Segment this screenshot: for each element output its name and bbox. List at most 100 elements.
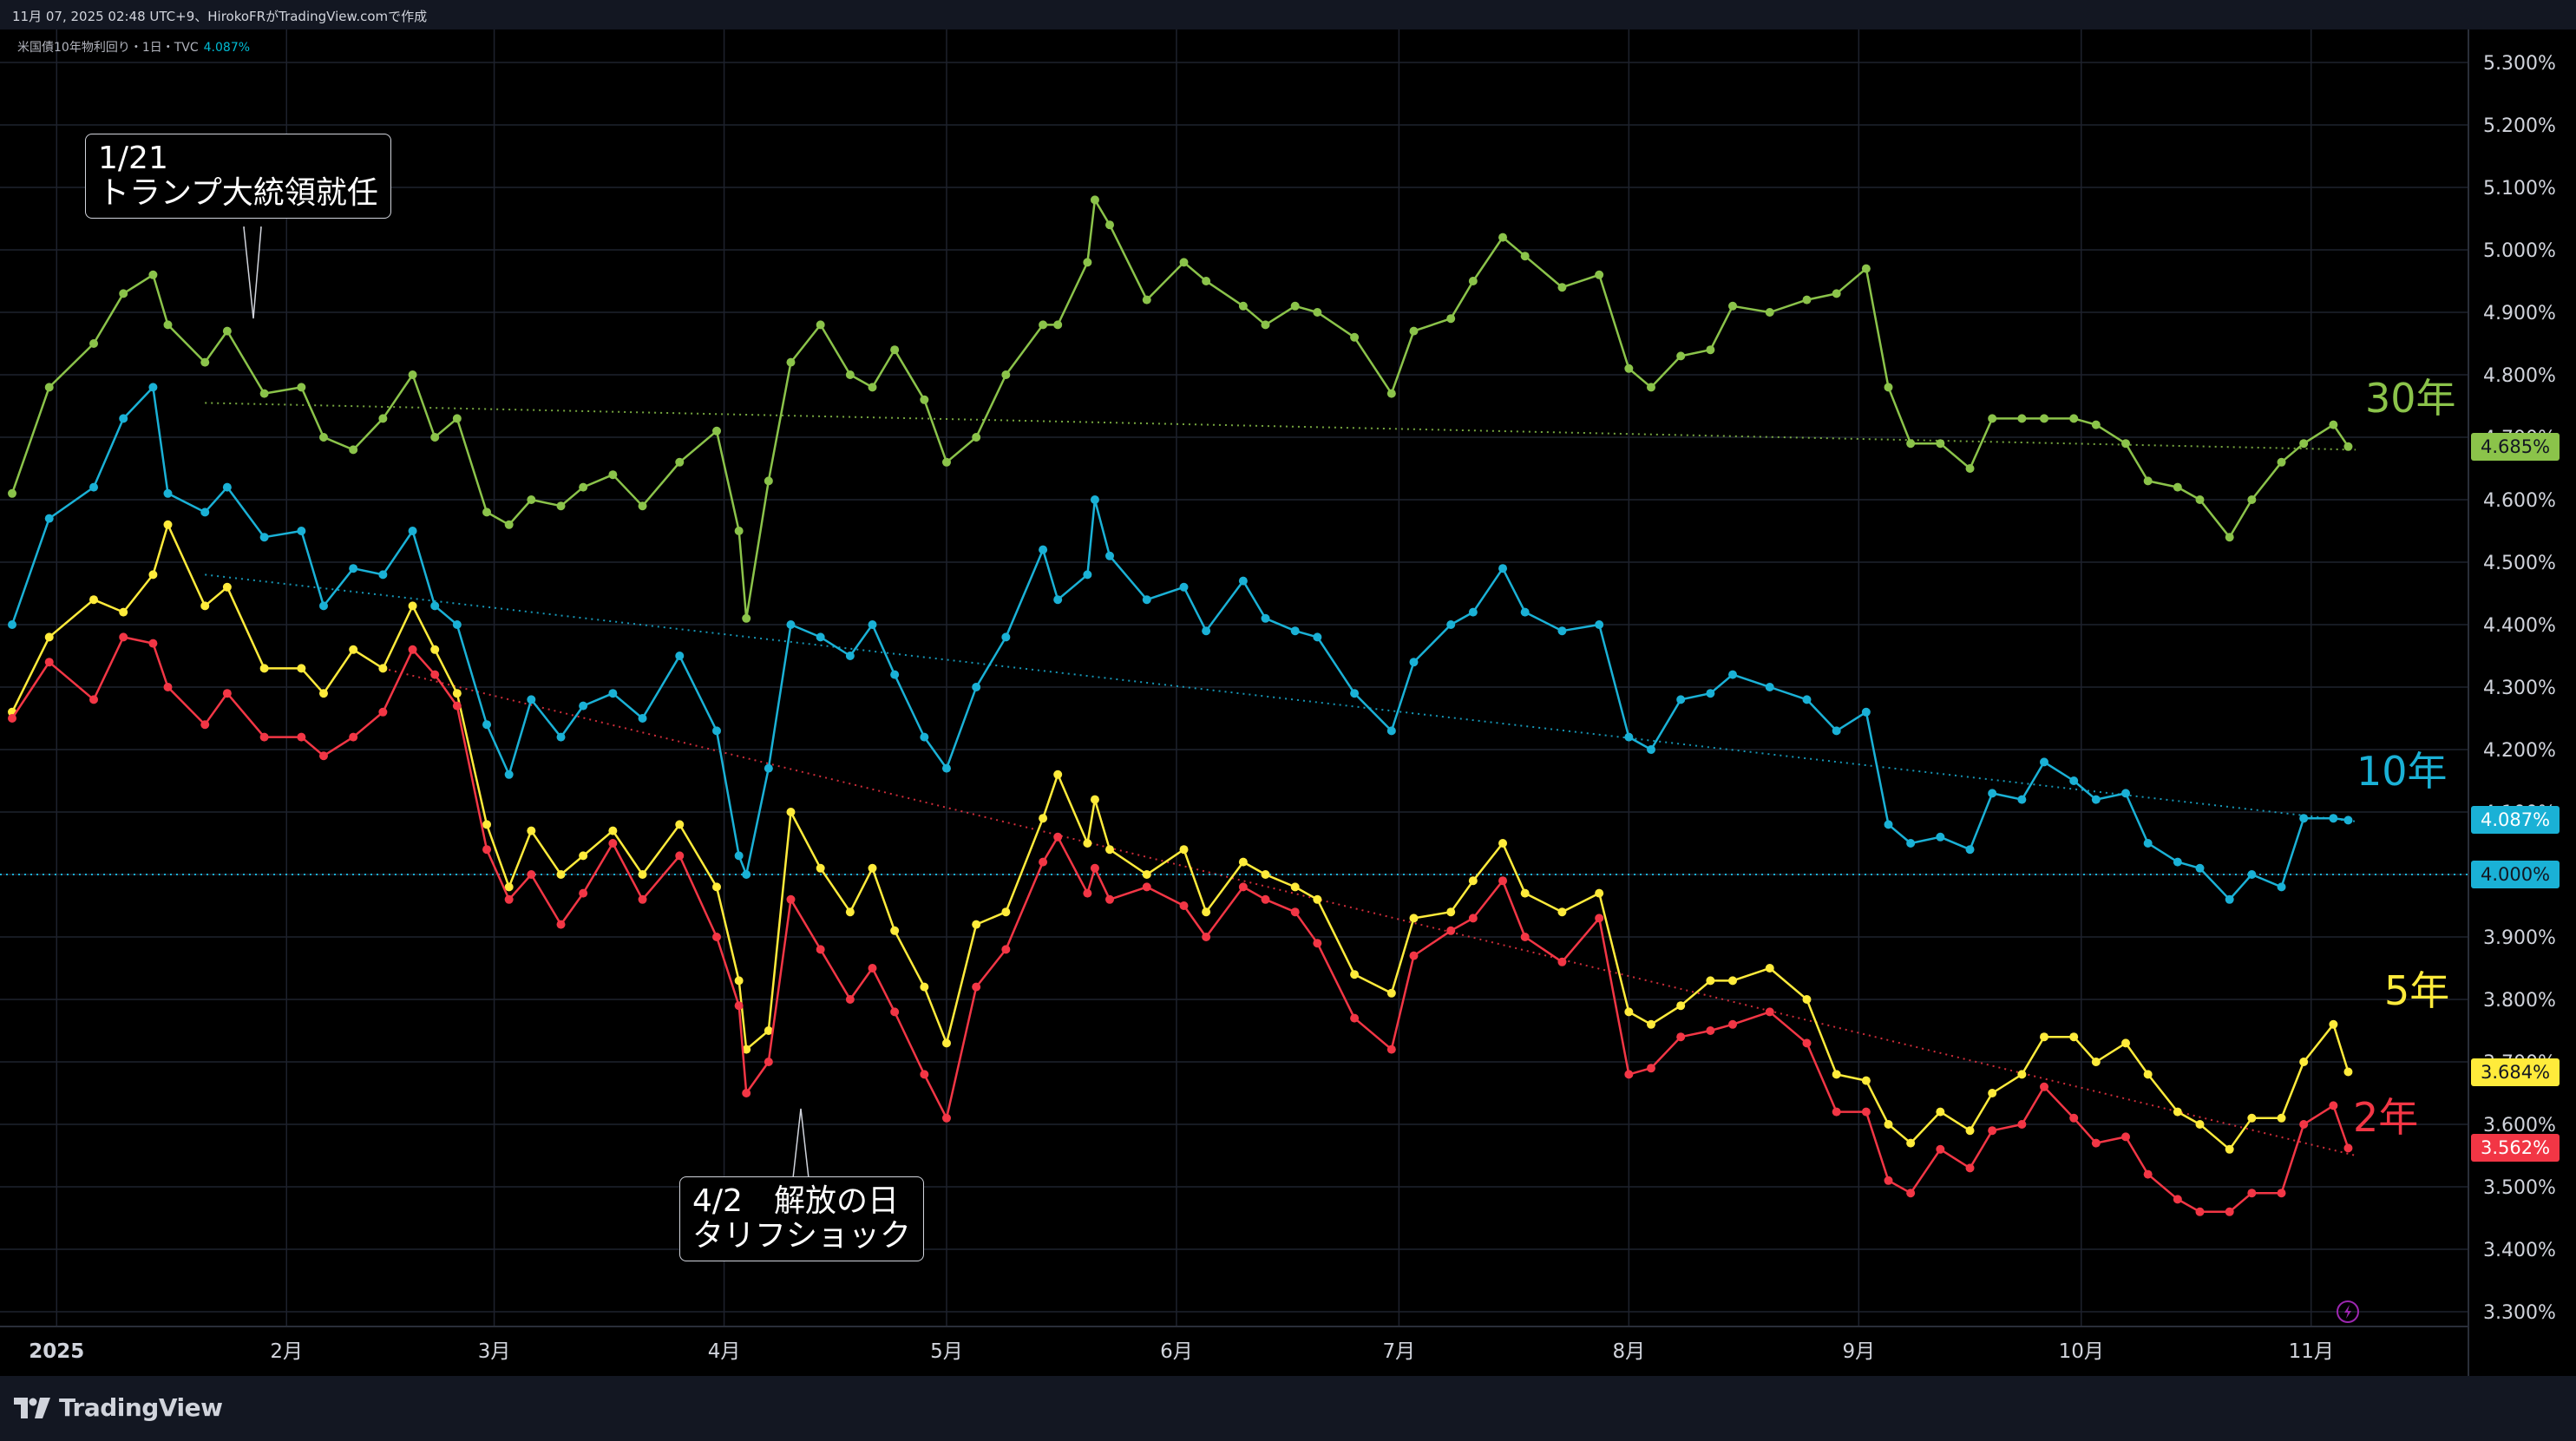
data-point-y2[interactable] (200, 720, 210, 730)
data-point-y10[interactable] (349, 564, 358, 573)
data-point-y30[interactable] (2225, 533, 2234, 542)
data-point-y30[interactable] (1595, 270, 1604, 279)
data-point-y5[interactable] (89, 595, 99, 605)
data-point-y2[interactable] (408, 645, 417, 654)
data-point-y5[interactable] (1083, 839, 1092, 848)
data-point-y30[interactable] (1765, 308, 1774, 317)
data-point-y30[interactable] (764, 476, 773, 486)
data-point-y30[interactable] (1386, 389, 1396, 398)
data-point-y2[interactable] (1936, 1144, 1945, 1154)
data-point-y10[interactable] (430, 601, 440, 611)
data-point-y30[interactable] (8, 488, 16, 498)
data-point-y5[interactable] (222, 582, 232, 592)
data-point-y2[interactable] (1706, 1026, 1715, 1035)
data-point-y10[interactable] (1498, 564, 1508, 573)
data-point-y30[interactable] (1468, 277, 1478, 285)
data-point-y2[interactable] (2069, 1113, 2079, 1123)
data-point-y5[interactable] (527, 826, 536, 835)
data-point-y2[interactable] (8, 714, 16, 723)
data-point-y30[interactable] (1202, 277, 1211, 285)
data-point-y2[interactable] (675, 851, 685, 861)
data-point-y2[interactable] (378, 707, 388, 717)
data-point-y10[interactable] (2299, 814, 2309, 823)
data-point-y10[interactable] (2143, 839, 2153, 848)
data-point-y10[interactable] (1105, 551, 1115, 560)
data-point-y10[interactable] (1936, 832, 1945, 842)
data-point-y2[interactable] (527, 870, 536, 879)
data-point-y30[interactable] (941, 457, 951, 467)
data-point-y5[interactable] (734, 976, 744, 986)
series-line-y2[interactable] (10, 636, 2350, 1214)
data-point-y10[interactable] (1676, 695, 1686, 704)
data-point-y2[interactable] (1557, 957, 1567, 966)
data-point-y10[interactable] (1202, 626, 1211, 636)
data-point-y30[interactable] (1802, 295, 1812, 305)
data-point-y30[interactable] (734, 527, 744, 535)
data-point-y5[interactable] (1988, 1089, 1997, 1097)
data-point-y10[interactable] (408, 527, 417, 535)
data-point-y5[interactable] (378, 664, 388, 673)
data-point-y2[interactable] (2195, 1207, 2205, 1216)
data-point-y5[interactable] (44, 632, 54, 642)
data-point-y2[interactable] (1884, 1176, 1893, 1185)
data-point-y30[interactable] (1832, 289, 1841, 298)
data-point-y2[interactable] (1290, 907, 1300, 917)
data-point-y30[interactable] (2277, 457, 2286, 467)
data-point-y2[interactable] (2299, 1120, 2309, 1129)
data-point-y10[interactable] (2277, 882, 2286, 892)
data-point-y5[interactable] (1142, 870, 1151, 879)
data-point-y10[interactable] (1557, 626, 1567, 636)
data-point-y5[interactable] (2143, 1070, 2153, 1079)
data-point-y5[interactable] (890, 926, 900, 935)
data-point-y30[interactable] (868, 383, 877, 392)
data-point-y2[interactable] (890, 1007, 900, 1017)
data-point-y30[interactable] (1498, 233, 1508, 242)
data-point-y2[interactable] (1083, 888, 1092, 898)
data-point-y30[interactable] (1861, 264, 1871, 273)
data-point-y2[interactable] (1832, 1107, 1841, 1117)
data-point-y30[interactable] (1446, 314, 1456, 324)
data-point-y10[interactable] (2329, 814, 2338, 823)
data-point-y2[interactable] (1313, 939, 1322, 948)
data-point-y10[interactable] (890, 670, 900, 679)
data-point-y5[interactable] (764, 1026, 773, 1035)
data-point-y30[interactable] (972, 433, 981, 442)
data-point-y10[interactable] (1313, 632, 1322, 642)
data-point-y30[interactable] (890, 345, 900, 355)
data-point-y30[interactable] (2343, 442, 2353, 451)
data-point-y10[interactable] (1861, 707, 1871, 717)
data-point-y10[interactable] (734, 851, 744, 861)
data-point-y5[interactable] (2277, 1113, 2286, 1123)
data-point-y2[interactable] (2277, 1189, 2286, 1198)
data-point-y5[interactable] (2069, 1032, 2079, 1042)
data-point-y10[interactable] (2343, 815, 2353, 825)
data-point-y5[interactable] (1001, 907, 1011, 917)
data-point-y10[interactable] (1468, 607, 1478, 617)
data-point-y10[interactable] (8, 620, 16, 629)
data-point-y30[interactable] (1936, 439, 1945, 449)
data-point-y2[interactable] (1202, 933, 1211, 941)
data-point-y30[interactable] (2247, 495, 2257, 504)
data-point-y30[interactable] (1676, 351, 1686, 361)
data-point-y5[interactable] (920, 982, 929, 992)
data-point-y10[interactable] (1802, 695, 1812, 704)
data-point-y5[interactable] (941, 1038, 951, 1048)
data-point-y10[interactable] (318, 601, 328, 611)
data-point-y2[interactable] (1802, 1038, 1812, 1048)
data-point-y2[interactable] (920, 1070, 929, 1079)
yield-chart[interactable]: 5.300%5.200%5.100%5.000%4.900%4.800%4.70… (0, 29, 2576, 1376)
data-point-y2[interactable] (2040, 1082, 2049, 1091)
data-point-y10[interactable] (712, 726, 722, 736)
data-point-y5[interactable] (2017, 1070, 2027, 1079)
data-point-y30[interactable] (2069, 414, 2079, 423)
data-point-y5[interactable] (638, 870, 647, 879)
data-point-y5[interactable] (1409, 914, 1419, 923)
data-point-y2[interactable] (504, 894, 514, 904)
data-point-y2[interactable] (482, 845, 492, 855)
data-point-y10[interactable] (1238, 576, 1248, 586)
data-point-y2[interactable] (1498, 876, 1508, 886)
data-point-y10[interactable] (2017, 795, 2027, 804)
data-point-y2[interactable] (2017, 1120, 2027, 1129)
data-point-y10[interactable] (1884, 820, 1893, 829)
data-point-y5[interactable] (1498, 839, 1508, 848)
